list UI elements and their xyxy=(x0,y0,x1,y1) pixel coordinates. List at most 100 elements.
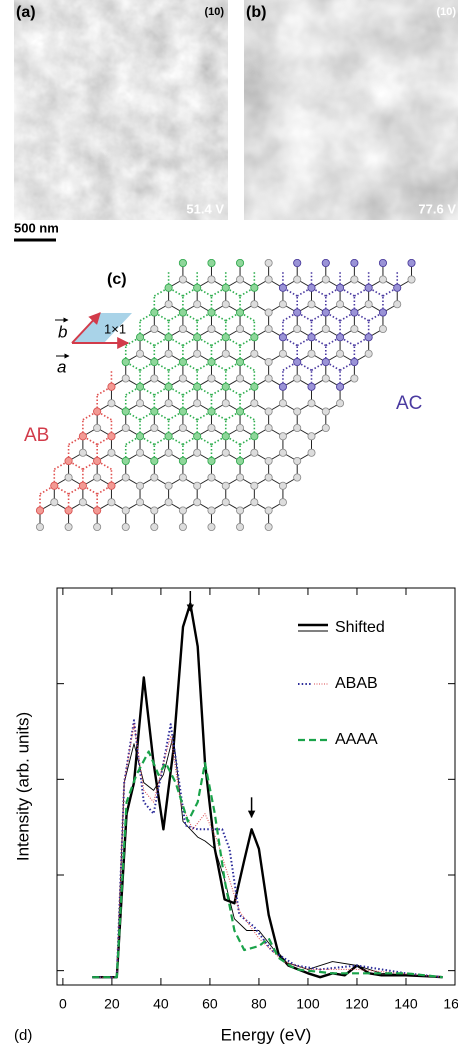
atom xyxy=(222,400,229,407)
atom xyxy=(379,325,386,332)
atom xyxy=(122,424,129,431)
atom xyxy=(308,350,315,357)
atom xyxy=(265,259,272,266)
atom xyxy=(208,424,215,431)
atom xyxy=(236,523,243,530)
atom xyxy=(108,449,115,456)
atom xyxy=(179,375,186,382)
atom xyxy=(194,449,201,456)
atom-shifted xyxy=(108,383,115,390)
image-a xyxy=(14,0,228,220)
atom xyxy=(308,301,315,308)
atom-shifted xyxy=(165,334,172,341)
atom xyxy=(236,375,243,382)
atom xyxy=(279,350,286,357)
atom-shifted xyxy=(394,284,401,291)
atom-shifted xyxy=(308,284,315,291)
vector-label: a xyxy=(57,357,66,376)
atom-shifted xyxy=(151,408,158,415)
atom xyxy=(208,507,215,514)
atom xyxy=(365,350,372,357)
x-tick-label: 60 xyxy=(202,996,218,1012)
x-tick-label: 140 xyxy=(394,996,418,1012)
atom-shifted xyxy=(179,358,186,365)
atom xyxy=(79,499,86,506)
atom xyxy=(222,350,229,357)
atom-shifted xyxy=(94,408,101,415)
scale-bar-label: 500 nm xyxy=(14,220,59,235)
plot-frame xyxy=(57,588,455,985)
atom xyxy=(236,474,243,481)
atom xyxy=(151,523,158,530)
atom xyxy=(79,449,86,456)
atom xyxy=(265,408,272,415)
atom xyxy=(179,276,186,283)
legend-label: ABAB xyxy=(335,675,378,692)
image-voltage: 51.4 V xyxy=(186,201,224,216)
atom xyxy=(265,474,272,481)
atom-shifted xyxy=(336,334,343,341)
atom-shifted xyxy=(279,383,286,390)
atom-shifted xyxy=(322,259,329,266)
atom-shifted xyxy=(94,507,101,514)
atom xyxy=(151,325,158,332)
atom xyxy=(94,424,101,431)
atom-shifted xyxy=(322,358,329,365)
atom-shifted xyxy=(351,309,358,316)
vector-label: b xyxy=(58,322,67,341)
atom xyxy=(308,449,315,456)
figure: (a) (10) 51.4 V (b) (10) 77.6 V 500 nm (… xyxy=(0,0,458,1049)
atom xyxy=(136,499,143,506)
region-label: AC xyxy=(396,393,422,414)
atom xyxy=(265,507,272,514)
atom xyxy=(36,523,43,530)
atom-shifted xyxy=(136,433,143,440)
atom xyxy=(265,424,272,431)
x-tick-label: 80 xyxy=(251,996,267,1012)
atom xyxy=(265,325,272,332)
atom xyxy=(294,375,301,382)
atom xyxy=(165,400,172,407)
atom-shifted xyxy=(122,358,129,365)
atom xyxy=(336,301,343,308)
atom xyxy=(222,482,229,489)
atom xyxy=(308,433,315,440)
atom-shifted xyxy=(179,259,186,266)
x-tick-label: 40 xyxy=(153,996,169,1012)
atom xyxy=(294,408,301,415)
series-line xyxy=(92,752,442,978)
atom xyxy=(65,523,72,530)
atom-shifted xyxy=(222,383,229,390)
atom-shifted xyxy=(151,358,158,365)
atom-shifted xyxy=(365,284,372,291)
atom xyxy=(251,449,258,456)
atom xyxy=(322,408,329,415)
atom xyxy=(222,449,229,456)
atom-shifted xyxy=(322,309,329,316)
atom-shifted xyxy=(165,433,172,440)
atom-shifted xyxy=(136,383,143,390)
atom xyxy=(322,375,329,382)
atom xyxy=(194,301,201,308)
atom-shifted xyxy=(165,383,172,390)
atom xyxy=(165,449,172,456)
atom xyxy=(165,482,172,489)
atom-shifted xyxy=(236,408,243,415)
atom-shifted xyxy=(294,259,301,266)
x-tick-label: 160 xyxy=(443,996,458,1012)
atom-shifted xyxy=(236,457,243,464)
atom-shifted xyxy=(279,284,286,291)
atom xyxy=(279,400,286,407)
atom xyxy=(322,325,329,332)
atom xyxy=(265,523,272,530)
x-tick-label: 120 xyxy=(345,996,369,1012)
atom xyxy=(179,325,186,332)
atom-shifted xyxy=(179,408,186,415)
atom xyxy=(236,276,243,283)
atom xyxy=(294,276,301,283)
atom-shifted xyxy=(51,482,58,489)
image-index: (10) xyxy=(204,6,224,18)
atom xyxy=(65,474,72,481)
atom xyxy=(222,499,229,506)
atom-shifted xyxy=(208,259,215,266)
